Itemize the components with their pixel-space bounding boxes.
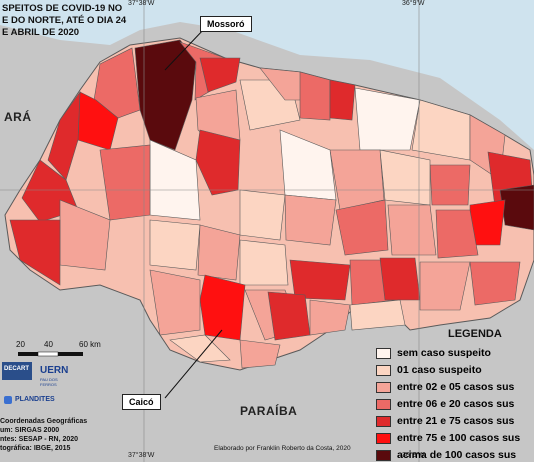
scale-tick-20: 20 xyxy=(16,340,25,349)
info-line-1: Coordenadas Geográficas xyxy=(0,418,88,425)
municipality xyxy=(149,219,201,271)
neighbor-paraiba: PARAÍBA xyxy=(240,404,298,418)
info-line-4: tográfica: IBGE, 2015 xyxy=(0,445,71,452)
municipality xyxy=(379,149,431,206)
legend-label: entre 75 e 100 casos sus xyxy=(397,432,521,444)
legend-title: LEGENDA xyxy=(448,328,502,340)
credit-text: Elaborado por Franklin Roberto da Costa,… xyxy=(214,445,351,452)
municipality xyxy=(329,79,356,121)
municipality xyxy=(199,274,246,341)
lon-label-left-top: 37°38'W xyxy=(128,0,155,7)
municipality xyxy=(47,91,81,181)
plandites-logo: PLANDITES xyxy=(4,394,58,408)
municipality xyxy=(197,224,241,281)
municipality xyxy=(299,71,331,121)
mossoro-leader xyxy=(164,27,206,71)
legend-swatch xyxy=(376,416,391,427)
plandites-logo-text: PLANDITES xyxy=(15,396,55,403)
municipality xyxy=(149,269,201,336)
municipalities xyxy=(9,39,534,369)
caico-callout: Caicó xyxy=(122,394,161,410)
municipality xyxy=(267,291,311,341)
lon-label-right-top: 36°9'W xyxy=(402,0,425,7)
plandites-mark-icon xyxy=(4,396,12,404)
municipality xyxy=(289,259,351,301)
legend-label: 01 caso suspeito xyxy=(397,364,482,376)
municipality xyxy=(309,299,351,336)
sea xyxy=(0,0,534,150)
title-line-1: SPEITOS DE COVID-19 NO xyxy=(2,3,123,14)
legend-label: entre 06 e 20 casos sus xyxy=(397,398,515,410)
legend-swatch xyxy=(376,365,391,376)
info-line-2: um: SIRGAS 2000 xyxy=(0,427,60,434)
legend-label: entre 02 e 05 casos sus xyxy=(397,381,515,393)
legend-swatch xyxy=(376,433,391,444)
municipality xyxy=(284,194,337,246)
uern-logo-text: UERN xyxy=(40,365,69,376)
municipality xyxy=(239,189,286,241)
uern-logo-subtext: PAU DOS FERROS xyxy=(40,377,58,387)
caico-leader xyxy=(164,329,223,399)
municipality xyxy=(199,57,241,93)
municipality xyxy=(435,209,479,259)
municipality xyxy=(499,184,534,231)
legend-swatch xyxy=(376,450,391,461)
municipality xyxy=(9,219,61,286)
title-line-2: E DO NORTE, ATÉ O DIA 24 xyxy=(2,15,127,26)
legend-label: sem caso suspeito xyxy=(397,347,491,359)
municipality xyxy=(349,299,406,331)
info-line-3: ntes: SESAP - RN, 2020 xyxy=(0,436,79,443)
municipality xyxy=(195,129,241,196)
scale-tick-60: 60 km xyxy=(79,340,101,349)
scale-tick-40: 40 xyxy=(44,340,53,349)
municipality xyxy=(335,199,389,256)
lon-label-right-bottom: 36°9'W xyxy=(402,452,425,459)
title-line-3: E ABRIL DE 2020 xyxy=(2,27,80,38)
municipality xyxy=(169,334,231,363)
neighbor-ceara: ARÁ xyxy=(4,110,32,124)
mossoro-callout: Mossoró xyxy=(200,16,252,32)
decart-logo-text: DECART xyxy=(4,366,29,372)
municipality xyxy=(429,164,471,206)
municipality xyxy=(419,261,471,311)
municipality xyxy=(354,87,421,151)
municipality xyxy=(239,239,289,286)
municipality xyxy=(469,261,521,306)
legend-swatch xyxy=(376,348,391,359)
municipality xyxy=(387,204,437,256)
legend-label: acima de 100 casos sus xyxy=(397,449,517,461)
legend-label: entre 21 e 75 casos sus xyxy=(397,415,515,427)
municipality xyxy=(99,144,151,221)
legend-swatch xyxy=(376,382,391,393)
legend-swatch xyxy=(376,399,391,410)
municipality xyxy=(239,339,281,369)
scale-bar xyxy=(18,351,83,357)
municipality xyxy=(379,257,421,301)
uern-logo: UERN PAU DOS FERROS xyxy=(40,365,70,387)
lon-label-left-bottom: 37°38'W xyxy=(128,452,155,459)
municipality xyxy=(93,47,141,119)
decart-logo: DECART xyxy=(2,362,32,380)
